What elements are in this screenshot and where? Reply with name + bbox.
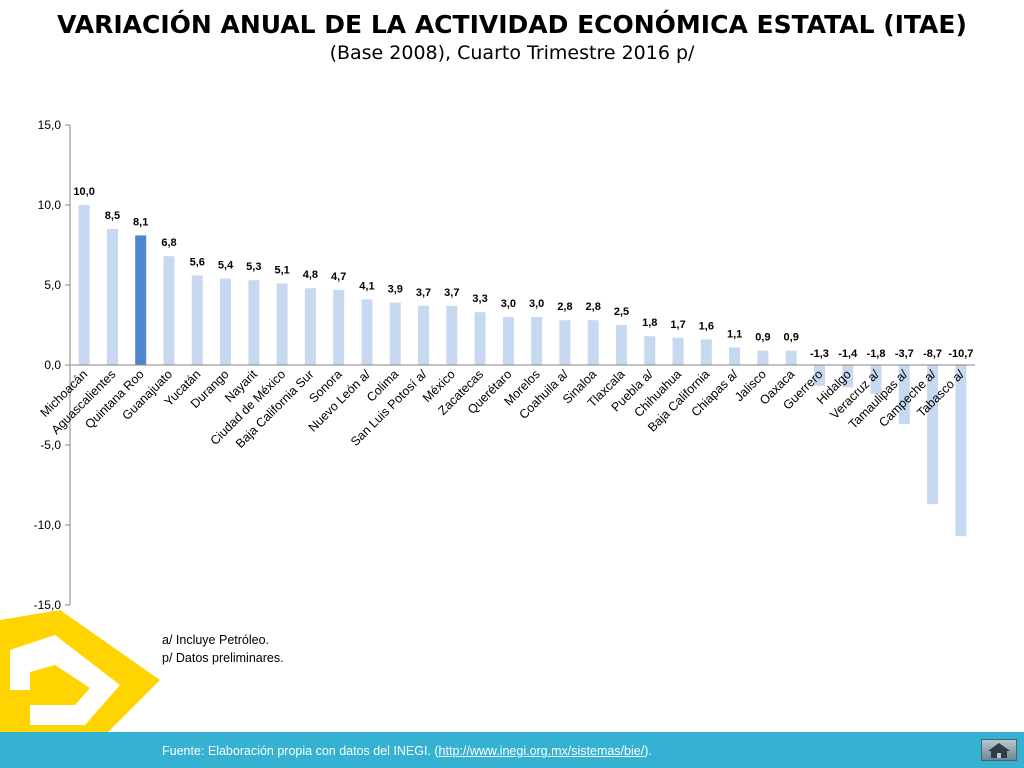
page-title: VARIACIÓN ANUAL DE LA ACTIVIDAD ECONÓMIC… [57,10,967,39]
bar [333,289,345,365]
y-tick-label: -5,0 [40,438,61,452]
bar [474,312,486,365]
bar [955,365,967,537]
bar-value-label: -1,4 [838,348,858,360]
bar [898,365,910,425]
bar [531,317,543,365]
bar [842,365,854,388]
y-tick-label: 0,0 [44,358,61,372]
bar [870,365,882,394]
bar [446,305,458,365]
bar-value-label: 5,1 [274,264,289,276]
bar [361,299,373,365]
bar [615,325,627,365]
bar-value-label: 3,7 [416,287,431,299]
bar [191,275,203,365]
bar-value-label: 1,1 [727,328,742,340]
bar-value-label: 0,9 [784,332,799,344]
y-tick-label: 5,0 [44,278,61,292]
bar [813,365,825,386]
bar-value-label: 6,8 [161,237,176,249]
bar [559,320,571,365]
bar [729,347,741,365]
bar-value-label: 5,4 [218,260,234,272]
footer-bar: Fuente: Elaboración propia con datos del… [0,732,1024,768]
bar-value-label: 3,3 [472,293,487,305]
bar [700,339,712,365]
bar-value-label: -8,7 [923,348,942,360]
y-tick-label: 15,0 [38,118,62,132]
bar-value-label: 3,0 [501,298,516,310]
source-prefix: Fuente: Elaboración propia con datos del… [162,744,439,758]
bar-value-label: 4,7 [331,271,346,283]
bar [587,320,599,365]
note-petroleo: a/ Incluye Petróleo. [162,633,270,647]
bar [78,205,90,365]
home-button[interactable] [981,739,1017,761]
inegi-link[interactable]: http://www.inegi.org.mx/sistemas/bie/ [438,744,645,758]
bar [248,280,260,365]
itae-bar-chart: 15,010,05,00,0-5,0-10,0-15,010,0Michoacá… [34,118,975,612]
bar-value-label: -1,8 [867,348,886,360]
bar [927,365,939,505]
y-tick-label: 10,0 [38,198,62,212]
bar-value-label: 3,9 [388,284,403,296]
bar [418,305,430,365]
page-subtitle: (Base 2008), Cuarto Trimestre 2016 p/ [329,42,695,64]
bar [163,256,175,365]
bar-value-label: 3,0 [529,298,544,310]
bar-value-label: 8,1 [133,216,148,228]
y-tick-label: -15,0 [34,598,62,612]
bar-value-label: 2,5 [614,306,629,318]
bar [389,302,401,365]
source-note: Fuente: Elaboración propia con datos del… [162,744,652,758]
bar-value-label: 8,5 [105,210,120,222]
chart-notes: a/ Incluye Petróleo. p/ Datos preliminar… [162,631,284,667]
bar-value-label: 2,8 [557,301,572,313]
bar-value-label: 5,6 [190,256,205,268]
bar [106,229,118,365]
bar [135,235,147,365]
bar-value-label: -10,7 [948,348,973,360]
bar-value-label: 3,7 [444,287,459,299]
bar-value-label: 2,8 [586,301,601,313]
bar [304,288,316,365]
bar-value-label: -3,7 [895,348,914,360]
bar [220,278,232,365]
bar-value-label: 1,8 [642,317,657,329]
bar-value-label: 4,1 [359,280,374,292]
bar-value-label: -1,3 [810,348,829,360]
bar-value-label: 4,8 [303,269,318,281]
y-tick-label: -10,0 [34,518,62,532]
note-preliminares: p/ Datos preliminares. [162,651,284,665]
bar [757,350,769,365]
bar-value-label: 0,9 [755,332,770,344]
home-icon [988,743,1010,758]
bar-value-label: 5,3 [246,261,261,273]
bar-value-label: 1,7 [670,319,685,331]
bar-value-label: 10,0 [73,186,94,198]
bar [644,336,656,365]
yellow-logo-mark [0,610,160,740]
bar [276,283,288,365]
bar [785,350,797,365]
bar [672,337,684,365]
bar-value-label: 1,6 [699,320,714,332]
source-suffix: ). [644,744,652,758]
bar [502,317,514,365]
